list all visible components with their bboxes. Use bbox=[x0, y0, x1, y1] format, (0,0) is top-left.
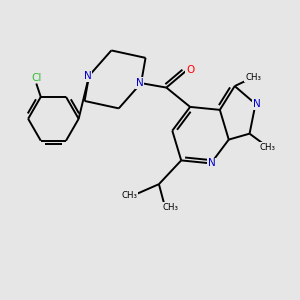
Text: O: O bbox=[186, 65, 194, 75]
Text: N: N bbox=[136, 78, 143, 88]
Text: CH₃: CH₃ bbox=[245, 73, 261, 82]
Text: N: N bbox=[84, 71, 92, 81]
Text: CH₃: CH₃ bbox=[260, 142, 275, 152]
Text: CH₃: CH₃ bbox=[122, 191, 138, 200]
Text: Cl: Cl bbox=[31, 73, 41, 82]
Text: N: N bbox=[208, 158, 215, 168]
Text: CH₃: CH₃ bbox=[162, 202, 178, 211]
Text: N: N bbox=[253, 99, 261, 109]
